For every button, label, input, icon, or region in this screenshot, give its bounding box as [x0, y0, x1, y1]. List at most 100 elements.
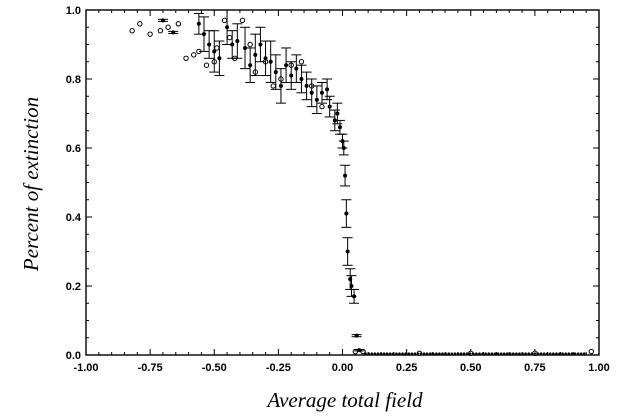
near-zero-point [459, 352, 463, 355]
open-circle-point [239, 17, 246, 24]
open-circle-point [298, 59, 305, 65]
near-zero-point [518, 352, 521, 355]
near-zero-point [524, 352, 527, 355]
errorbar-point [349, 288, 360, 304]
near-zero-point [370, 352, 374, 355]
near-zero-point [422, 352, 426, 355]
filled-point [294, 66, 299, 71]
errorbar-point [168, 30, 179, 35]
filled-point [343, 173, 348, 178]
errorbar-point [157, 18, 168, 23]
y-tick-label: 0.4 [66, 212, 82, 224]
near-zero-point [490, 352, 494, 355]
filled-point [263, 56, 268, 61]
errorbar-point [270, 54, 281, 90]
filled-point [337, 125, 342, 130]
x-tick-label: -1.00 [73, 362, 98, 374]
errorbar-point [306, 78, 317, 108]
errorbar-point [232, 23, 243, 59]
near-zero-point [465, 352, 469, 355]
x-tick-label: 0.25 [396, 362, 417, 374]
near-zero-point [419, 352, 423, 355]
near-zero-point [456, 352, 460, 355]
open-circle-point [147, 31, 153, 37]
near-zero-point [552, 352, 555, 355]
filled-point [273, 70, 278, 75]
open-circle-point [165, 24, 171, 30]
errorbar-point [301, 71, 312, 101]
errorbar-point [265, 40, 276, 83]
near-zero-point [555, 352, 558, 355]
near-zero-point [487, 352, 491, 355]
near-zero-point [567, 352, 571, 355]
near-zero-point [533, 352, 537, 355]
near-zero-point [508, 352, 512, 355]
near-zero-point [404, 352, 407, 355]
filled-point [235, 39, 240, 44]
near-zero-point [435, 352, 438, 355]
filled-point [284, 63, 289, 68]
filled-point [344, 211, 349, 216]
near-zero-point [438, 352, 441, 355]
near-zero-point [364, 352, 367, 355]
near-zero-point [545, 352, 549, 355]
filled-point [258, 42, 263, 47]
filled-point [332, 118, 337, 123]
errorbar-point [329, 109, 340, 132]
filled-point [335, 111, 340, 116]
filled-point [268, 59, 273, 64]
open-circle-point [588, 348, 595, 355]
filled-point [248, 63, 253, 68]
near-zero-point [388, 352, 392, 355]
open-circle-point [157, 28, 164, 34]
near-zero-point [398, 352, 401, 355]
filled-point [278, 83, 283, 88]
filled-point [160, 18, 165, 23]
open-circle-point [214, 45, 220, 51]
filled-point [327, 104, 332, 109]
open-circle-point [226, 34, 233, 41]
errorbar-point [322, 78, 333, 101]
open-circle-point [247, 41, 253, 48]
filled-point [225, 25, 230, 30]
near-zero-point [410, 352, 414, 355]
near-zero-point [521, 352, 524, 355]
errorbar-point [240, 26, 251, 70]
near-zero-point [505, 352, 509, 355]
near-zero-point [367, 352, 370, 355]
filled-point [253, 52, 258, 57]
near-zero-point [475, 352, 478, 355]
near-zero-point [468, 352, 472, 355]
near-zero-point [515, 352, 518, 355]
errorbar-point [296, 64, 307, 94]
errorbar-point [291, 54, 302, 83]
x-axis-title: Average total field [265, 388, 423, 412]
errorbar-point [209, 30, 220, 73]
near-zero-point [564, 352, 567, 355]
x-tick-label: -0.50 [202, 362, 227, 374]
filled-point [230, 42, 235, 47]
open-circle-point [129, 28, 135, 34]
near-zero-point [539, 352, 543, 355]
x-tick-label: -0.25 [266, 362, 291, 374]
filled-point [299, 77, 304, 81]
open-circle-point [183, 55, 189, 61]
open-circle-point [319, 103, 325, 110]
near-zero-point [582, 352, 586, 355]
near-zero-point [462, 352, 466, 355]
near-zero-point [536, 352, 540, 355]
near-zero-point [391, 352, 395, 355]
near-zero-point [382, 352, 386, 355]
errorbar-point [260, 40, 271, 77]
errorbar-point [338, 140, 349, 156]
filled-point [201, 32, 206, 37]
open-circle-point [221, 17, 228, 24]
open-circle-point [352, 348, 359, 355]
near-zero-point [573, 352, 577, 355]
near-zero-point [558, 352, 561, 355]
near-zero-point [472, 352, 475, 355]
y-tick-label: 1.0 [66, 5, 81, 17]
x-tick-label: 0.00 [332, 362, 353, 374]
near-zero-point [425, 352, 429, 355]
near-zero-point [444, 352, 447, 355]
